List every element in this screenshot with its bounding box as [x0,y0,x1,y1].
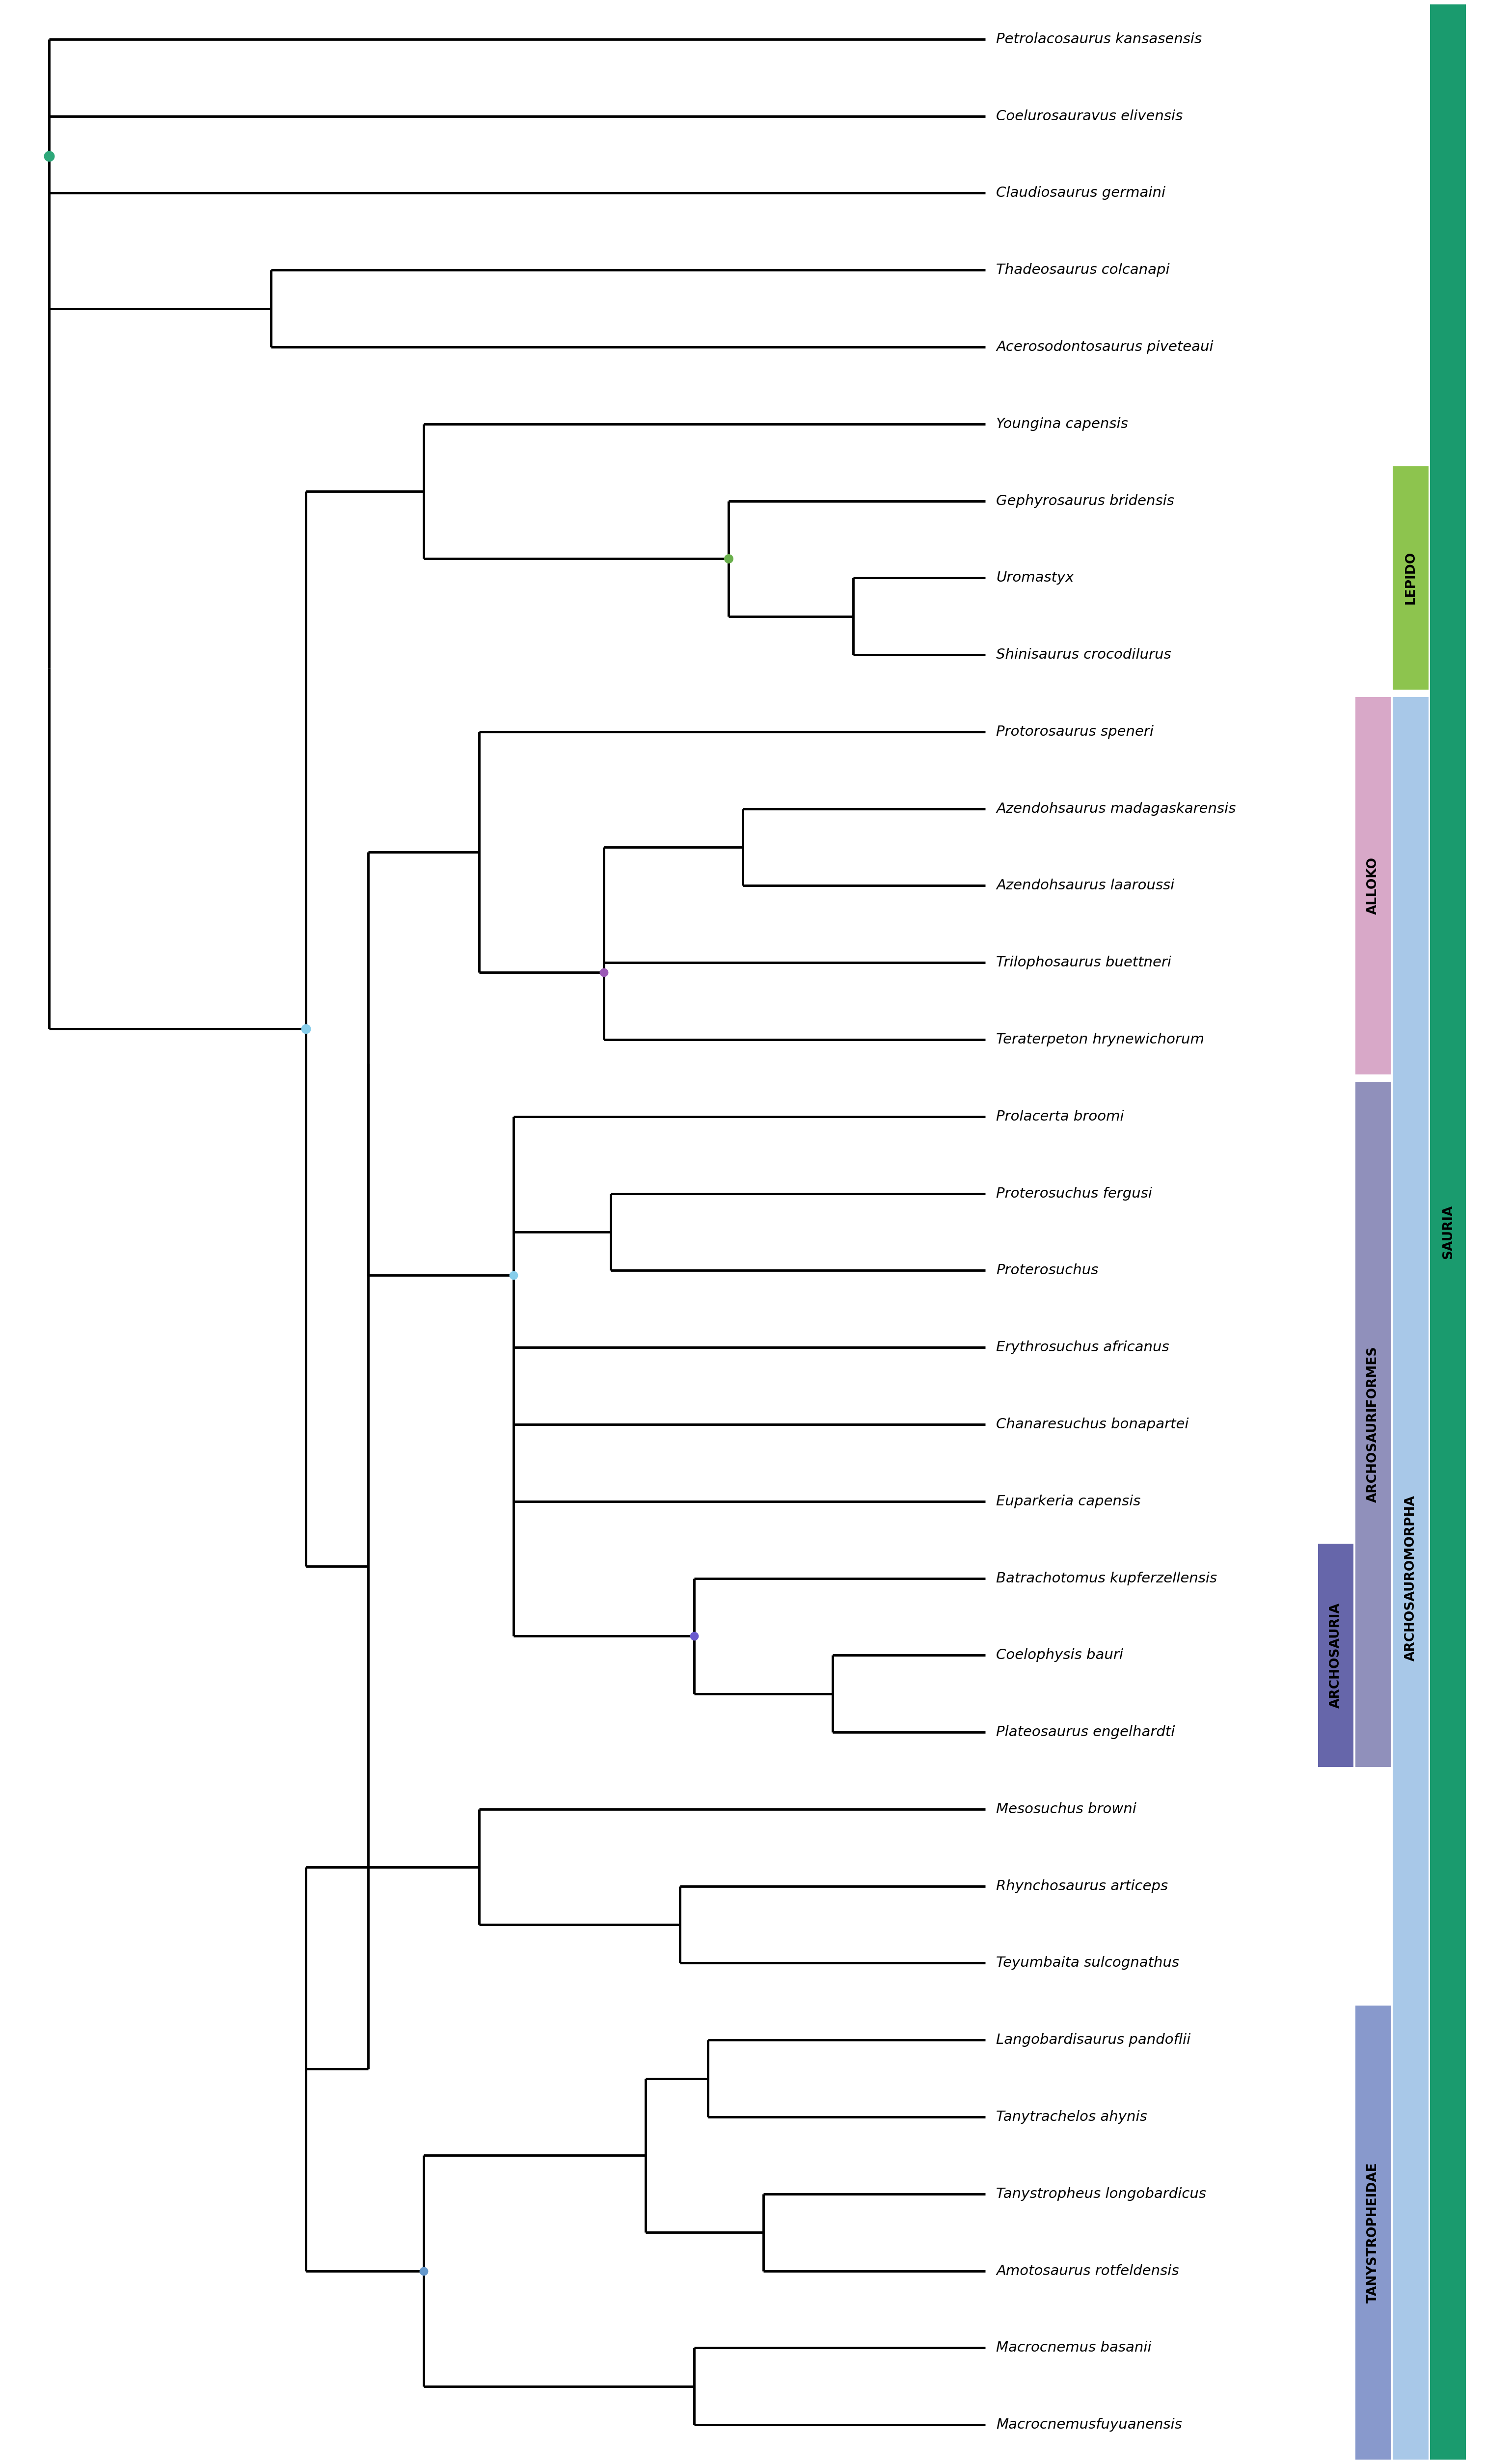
Point [717,540,741,579]
Text: Erythrosuchus africanus: Erythrosuchus africanus [996,1340,1169,1355]
Text: ARCHOSAURIFORMES: ARCHOSAURIFORMES [1366,1345,1380,1503]
Text: Petrolacosaurus kansasensis: Petrolacosaurus kansasensis [996,32,1201,47]
FancyBboxPatch shape [1393,466,1429,690]
Text: SAURIA: SAURIA [1442,1205,1454,1259]
Text: Tanystropheus longobardicus: Tanystropheus longobardicus [996,2188,1206,2200]
Text: Coelophysis bauri: Coelophysis bauri [996,1648,1123,1663]
Text: Langobardisaurus pandoflii: Langobardisaurus pandoflii [996,2033,1191,2048]
Point [502,1257,526,1296]
Text: Coelurosauravus elivensis: Coelurosauravus elivensis [996,108,1184,123]
Text: Macrocnemus basanii: Macrocnemus basanii [996,2341,1152,2356]
Text: Mesosuchus browni: Mesosuchus browni [996,1801,1136,1816]
Text: Rhynchosaurus articeps: Rhynchosaurus articeps [996,1880,1169,1892]
Text: Azendohsaurus madagaskarensis: Azendohsaurus madagaskarensis [996,801,1236,816]
Text: Trilophosaurus buettneri: Trilophosaurus buettneri [996,956,1172,968]
Text: Claudiosaurus germaini: Claudiosaurus germaini [996,187,1166,200]
Text: Proterosuchus: Proterosuchus [996,1264,1099,1276]
Text: Thadeosaurus colcanapi: Thadeosaurus colcanapi [996,264,1170,276]
FancyBboxPatch shape [1356,697,1391,1074]
Text: Protorosaurus speneri: Protorosaurus speneri [996,724,1154,739]
Text: Tanytrachelos ahynis: Tanytrachelos ahynis [996,2109,1148,2124]
Text: TANYSTROPHEIDAE: TANYSTROPHEIDAE [1366,2161,1380,2304]
Text: Uromastyx: Uromastyx [996,572,1074,584]
Text: Gephyrosaurus bridensis: Gephyrosaurus bridensis [996,495,1175,508]
Text: Youngina capensis: Youngina capensis [996,416,1129,431]
Text: Prolacerta broomi: Prolacerta broomi [996,1109,1124,1124]
Text: Macrocnemusfuyuanensis: Macrocnemusfuyuanensis [996,2417,1182,2432]
Point [37,136,61,175]
Text: ARCHOSAUROMORPHA: ARCHOSAUROMORPHA [1405,1496,1417,1661]
Text: Plateosaurus engelhardti: Plateosaurus engelhardti [996,1725,1175,1740]
FancyBboxPatch shape [1393,697,1429,2459]
Text: Teraterpeton hrynewichorum: Teraterpeton hrynewichorum [996,1032,1204,1047]
Text: Acerosodontosaurus piveteaui: Acerosodontosaurus piveteaui [996,340,1213,355]
FancyBboxPatch shape [1430,5,1466,2459]
Text: Euparkeria capensis: Euparkeria capensis [996,1496,1140,1508]
Point [682,1616,705,1656]
Text: Shinisaurus crocodilurus: Shinisaurus crocodilurus [996,648,1172,663]
FancyBboxPatch shape [1356,2006,1391,2459]
Text: Chanaresuchus bonapartei: Chanaresuchus bonapartei [996,1417,1189,1432]
FancyBboxPatch shape [1356,1082,1391,1767]
Text: Amotosaurus rotfeldensis: Amotosaurus rotfeldensis [996,2264,1179,2277]
Text: Teyumbaita sulcognathus: Teyumbaita sulcognathus [996,1956,1179,1969]
Text: Azendohsaurus laaroussi: Azendohsaurus laaroussi [996,880,1175,892]
Text: Proterosuchus fergusi: Proterosuchus fergusi [996,1188,1152,1200]
Text: ARCHOSAURIA: ARCHOSAURIA [1329,1602,1342,1708]
Point [411,2252,435,2292]
Text: Batrachotomus kupferzellensis: Batrachotomus kupferzellensis [996,1572,1218,1584]
Point [294,1010,318,1050]
FancyBboxPatch shape [1317,1542,1353,1767]
Text: ALLOKO: ALLOKO [1366,857,1380,914]
Point [593,954,616,993]
Text: LEPIDO: LEPIDO [1405,552,1417,604]
